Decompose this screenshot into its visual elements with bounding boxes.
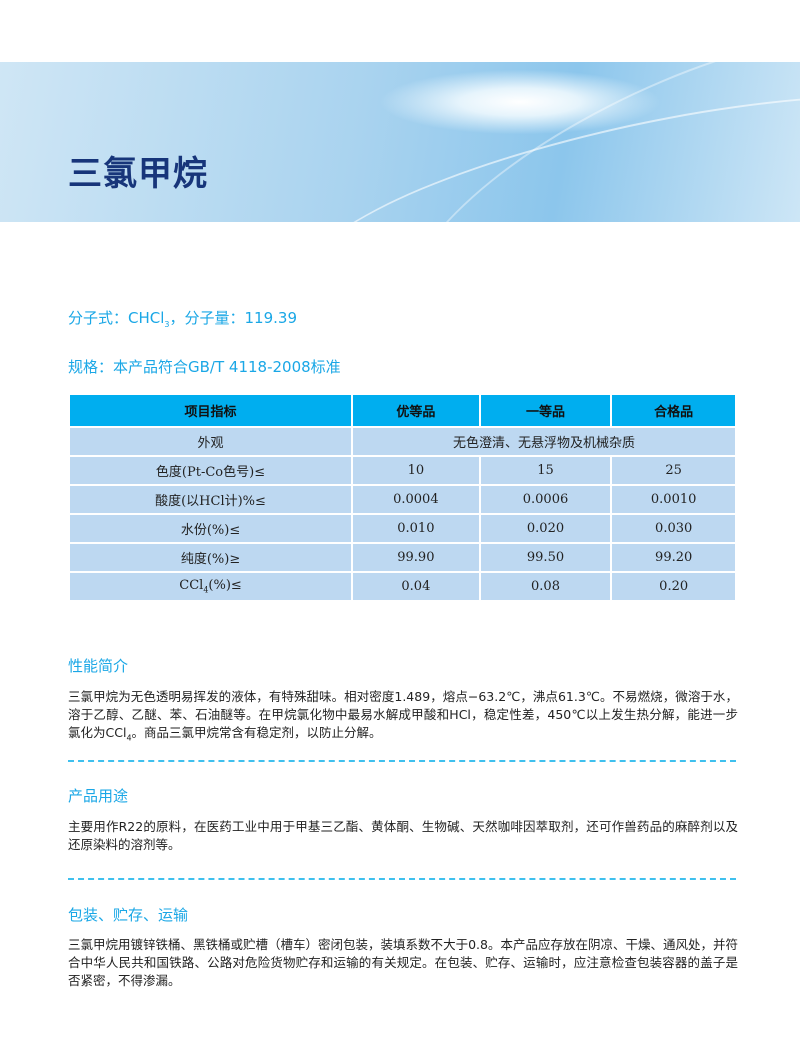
header-cell: 项目指标 [67, 393, 354, 428]
section-text: 三氯甲烷用镀锌铁桶、黑铁桶或贮槽（槽车）密闭包装，装填系数不大于0.8。本产品应… [68, 937, 738, 988]
cell: 0.020 [478, 513, 613, 544]
cell: 0.010 [351, 513, 481, 544]
spec-standard: 规格：本产品符合GB/T 4118-2008标准 [68, 358, 341, 376]
row-label: 外观 [67, 426, 354, 457]
cell: 10 [351, 455, 481, 486]
section-text: 三氯甲烷为无色透明易挥发的液体，有特殊甜味。相对密度1.489，熔点−63.2℃… [68, 689, 738, 743]
cell: 0.0004 [351, 484, 481, 515]
row-label: 酸度(以HCl计)%≤ [67, 484, 354, 515]
molecular-formula: 分子式：CHCl3，分子量：119.39 [68, 309, 297, 329]
table-header-row: 项目指标 优等品 一等品 合格品 [67, 393, 737, 428]
cell: 99.20 [610, 542, 737, 573]
table-row: 酸度(以HCl计)%≤ 0.0004 0.0006 0.0010 [67, 484, 737, 515]
header-cell: 一等品 [478, 393, 613, 428]
header-banner [0, 62, 800, 222]
section-title: 产品用途 [68, 787, 129, 805]
cell: 99.50 [478, 542, 613, 573]
cell: 0.0010 [610, 484, 737, 515]
header-cell: 合格品 [610, 393, 737, 428]
divider [68, 760, 736, 762]
table-row: 纯度(%)≥ 99.90 99.50 99.20 [67, 542, 737, 573]
table-row: CCl4(%)≤ 0.04 0.08 0.20 [67, 571, 737, 602]
section-title: 包装、贮存、运输 [68, 906, 189, 924]
header-cell: 优等品 [351, 393, 481, 428]
cell: 25 [610, 455, 737, 486]
cell: 15 [478, 455, 613, 486]
row-label: 纯度(%)≥ [67, 542, 354, 573]
cell: 0.04 [351, 571, 481, 602]
section-text: 主要用作R22的原料，在医药工业中用于甲基三乙酯、黄体酮、生物碱、天然咖啡因萃取… [68, 819, 738, 852]
table-row: 水份(%)≤ 0.010 0.020 0.030 [67, 513, 737, 544]
section-title: 性能简介 [68, 657, 129, 675]
cell: 0.030 [610, 513, 737, 544]
row-label: 水份(%)≤ [67, 513, 354, 544]
cell: 0.20 [610, 571, 737, 602]
row-label: 色度(Pt-Co色号)≤ [67, 455, 354, 486]
page-title: 三氯甲烷 [68, 154, 208, 194]
cell: 0.0006 [478, 484, 613, 515]
table-row: 外观 无色澄清、无悬浮物及机械杂质 [67, 426, 737, 457]
cell: 0.08 [478, 571, 613, 602]
cell: 99.90 [351, 542, 481, 573]
spec-table: 项目指标 优等品 一等品 合格品 外观 无色澄清、无悬浮物及机械杂质 色度(Pt… [67, 393, 737, 602]
cell: 无色澄清、无悬浮物及机械杂质 [351, 426, 737, 457]
table-row: 色度(Pt-Co色号)≤ 10 15 25 [67, 455, 737, 486]
row-label: CCl4(%)≤ [67, 571, 354, 602]
divider [68, 878, 736, 880]
